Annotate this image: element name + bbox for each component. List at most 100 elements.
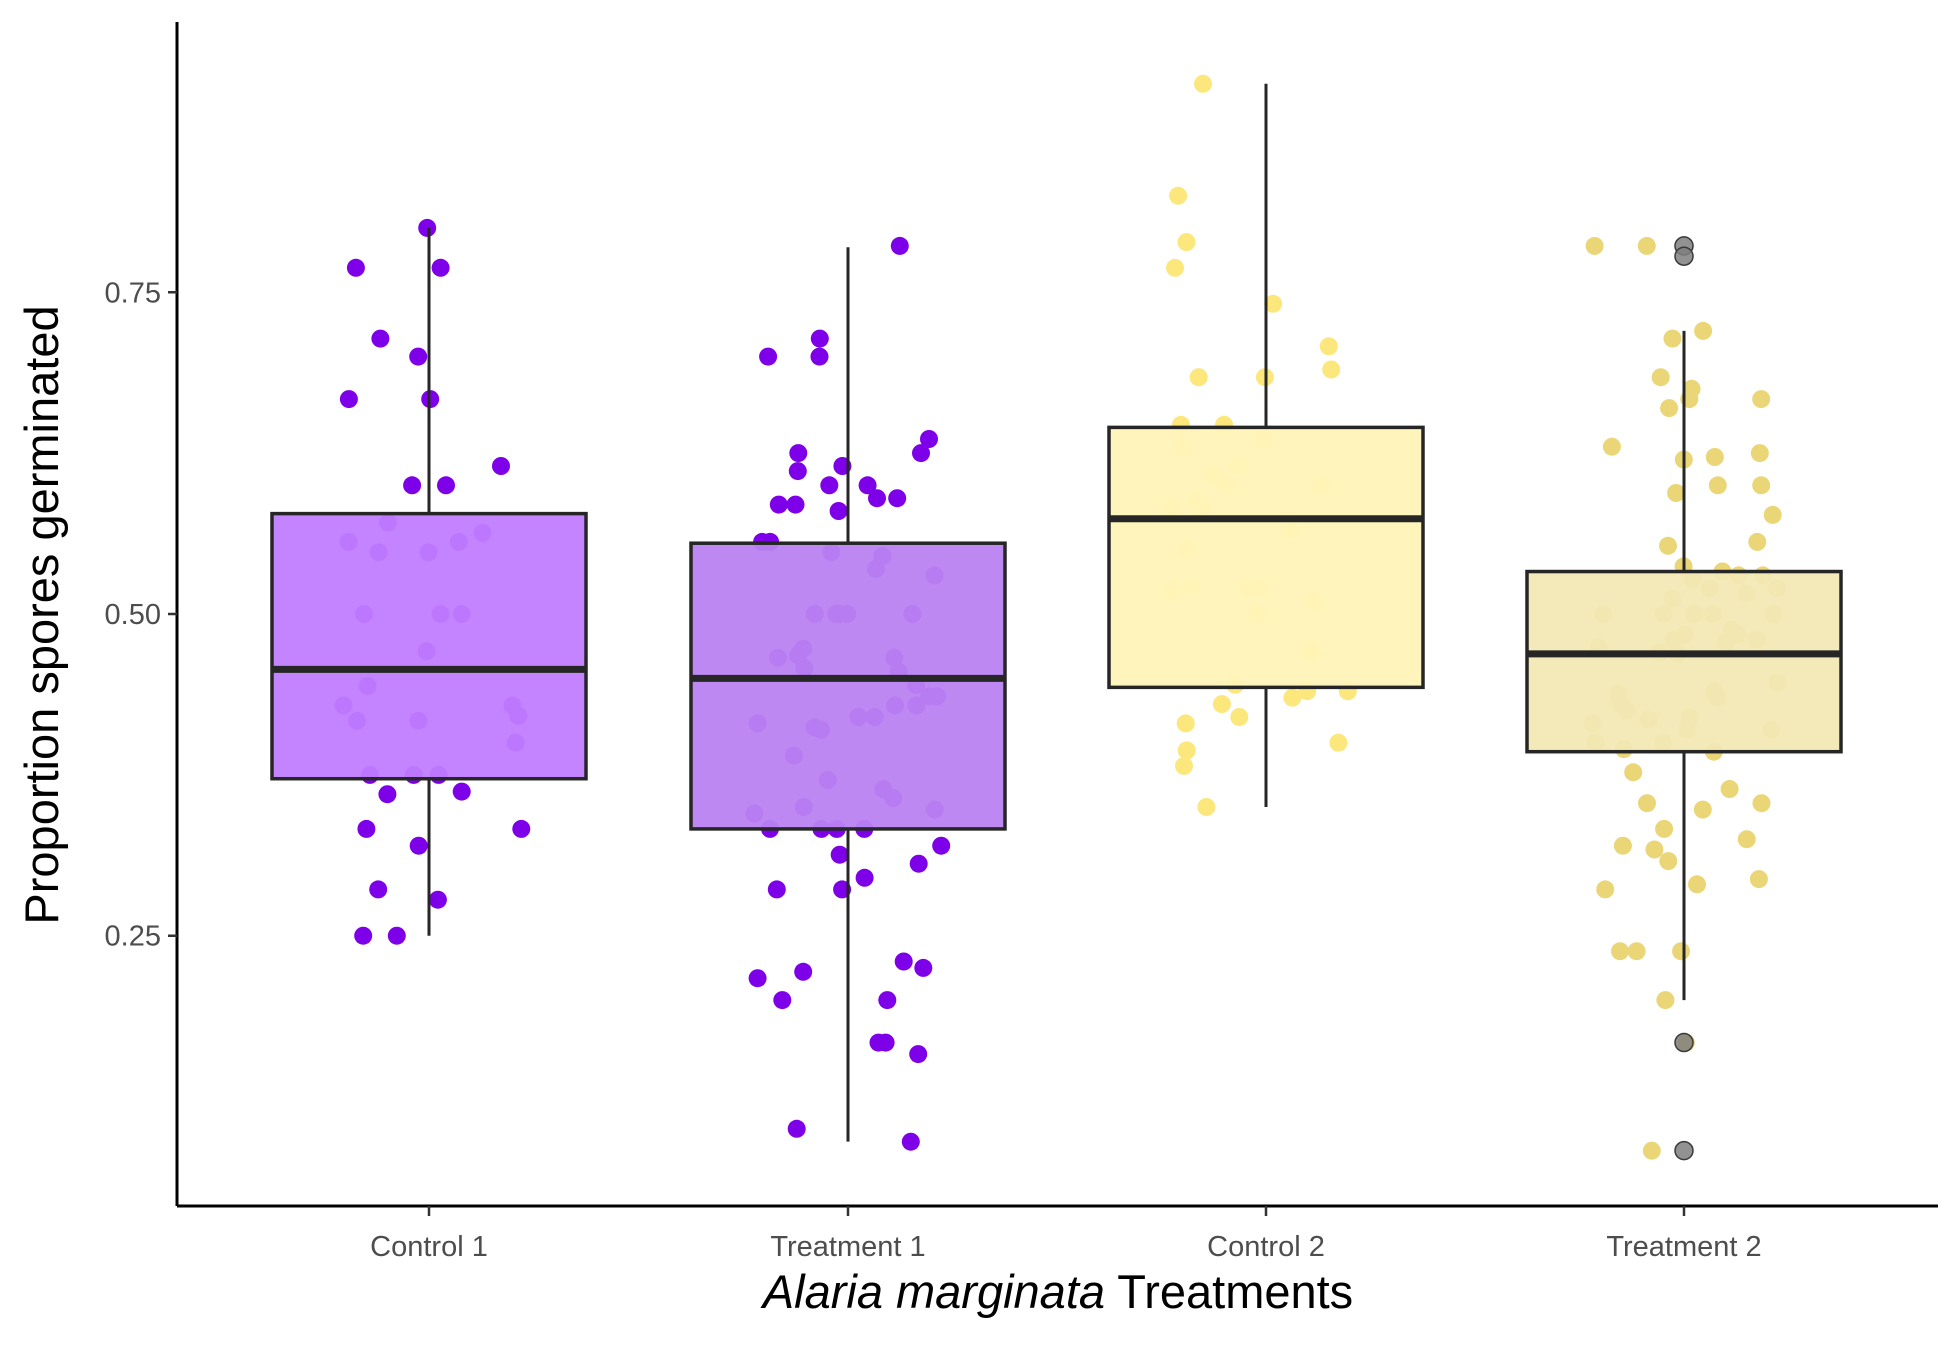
data-point-control-2-4	[1264, 294, 1283, 313]
data-point-treatment-2-65	[1645, 840, 1664, 859]
data-point-control-1-37	[387, 926, 406, 945]
data-point-treatment-2-2	[1694, 321, 1713, 340]
outliers-layer	[1674, 236, 1694, 1161]
data-point-treatment-2-13	[1752, 476, 1771, 495]
data-point-treatment-1-5	[789, 444, 808, 463]
data-point-control-2-38	[1177, 741, 1196, 760]
data-point-treatment-1-66	[773, 991, 792, 1010]
data-point-treatment-2-67	[1749, 870, 1768, 889]
y-tick-label-1: 0.50	[105, 599, 161, 631]
data-point-treatment-2-68	[1688, 875, 1706, 894]
data-point-control-1-38	[354, 926, 373, 945]
data-point-control-2-3	[1166, 258, 1184, 277]
data-point-control-1-8	[437, 476, 455, 495]
data-point-treatment-2-66	[1659, 852, 1678, 871]
data-point-treatment-1-67	[878, 991, 897, 1010]
data-point-control-2-7	[1189, 368, 1208, 387]
data-point-control-2-35	[1230, 708, 1249, 726]
data-point-control-1-35	[369, 880, 388, 899]
data-point-treatment-1-61	[767, 880, 786, 899]
data-point-treatment-1-10	[820, 476, 839, 495]
boxes-layer	[270, 83, 1843, 1142]
data-point-control-2-0	[1194, 74, 1212, 93]
data-point-treatment-1-56	[932, 836, 951, 855]
x-tick-label-3: Treatment 2	[1606, 1231, 1761, 1263]
data-point-control-2-5	[1319, 337, 1338, 356]
data-point-control-2-36	[1176, 714, 1195, 733]
data-point-treatment-1-2	[810, 347, 829, 366]
x-ticks-layer: Control 1 Treatment 1 Control 2 Treatment 2	[370, 1206, 1762, 1263]
data-point-treatment-2-62	[1655, 819, 1674, 838]
data-point-treatment-2-6	[1752, 390, 1771, 409]
data-point-treatment-1-62	[894, 952, 913, 971]
data-point-treatment-2-58	[1720, 780, 1739, 798]
data-point-treatment-2-59	[1638, 794, 1656, 813]
x-axis-title: Alaria marginata Treatments	[760, 1265, 1353, 1318]
data-point-treatment-2-69	[1596, 880, 1615, 899]
data-point-control-1-36	[428, 890, 447, 909]
x-tick-label-2: Control 2	[1207, 1231, 1325, 1263]
data-point-treatment-2-18	[1659, 536, 1677, 555]
data-point-control-1-7	[492, 457, 510, 475]
data-point-treatment-2-72	[1627, 942, 1646, 961]
data-point-treatment-1-72	[901, 1132, 920, 1151]
data-point-control-1-34	[409, 836, 428, 855]
x-axis-title-rest: Treatments	[1117, 1265, 1353, 1318]
data-point-control-2-33	[1283, 688, 1302, 707]
data-point-treatment-1-65	[748, 969, 767, 988]
data-point-treatment-1-15	[829, 502, 848, 520]
data-point-treatment-2-73	[1656, 991, 1675, 1010]
data-point-control-1-31	[378, 785, 397, 804]
x-axis-title-italic: Alaria marginata	[760, 1265, 1105, 1318]
data-point-control-1-33	[512, 819, 531, 838]
data-point-control-1-6	[339, 390, 358, 409]
data-point-control-1-3	[371, 329, 390, 348]
data-point-control-1-32	[357, 819, 376, 838]
data-point-control-2-40	[1197, 798, 1216, 816]
data-point-control-1-1	[431, 258, 450, 277]
data-point-treatment-1-0	[890, 236, 909, 255]
data-point-treatment-1-9	[858, 476, 877, 495]
data-point-treatment-2-14	[1708, 476, 1727, 495]
data-point-control-1-30	[452, 782, 471, 801]
data-point-control-1-2	[346, 258, 365, 277]
data-point-treatment-1-6	[912, 444, 930, 463]
data-point-control-1-9	[403, 476, 422, 495]
data-point-control-2-39	[1175, 756, 1193, 775]
data-point-treatment-2-70	[1611, 942, 1629, 961]
data-point-treatment-2-15	[1667, 484, 1686, 502]
data-point-treatment-2-17	[1748, 532, 1767, 551]
data-point-treatment-2-3	[1663, 329, 1682, 348]
data-point-treatment-2-1	[1585, 236, 1604, 255]
data-point-treatment-2-9	[1602, 437, 1621, 456]
data-point-treatment-2-4	[1651, 368, 1670, 387]
box-treatment-1	[689, 541, 1007, 831]
y-tick-label-0: 0.25	[105, 921, 161, 953]
box-control-2	[1107, 425, 1425, 690]
box-treatment-2	[1525, 569, 1843, 754]
data-point-treatment-1-4	[920, 430, 938, 448]
data-point-control-2-37	[1329, 733, 1348, 752]
data-point-treatment-1-11	[888, 489, 907, 508]
data-point-treatment-1-63	[914, 958, 933, 977]
data-point-treatment-2-71	[1672, 942, 1691, 961]
data-point-treatment-1-70	[909, 1045, 928, 1064]
data-point-treatment-1-13	[769, 495, 788, 514]
outlier-treatment-2-1	[1674, 246, 1694, 266]
data-point-treatment-1-64	[794, 962, 813, 981]
data-point-control-2-2	[1177, 233, 1196, 252]
y-axis-title: Proportion spores germinated	[15, 305, 68, 924]
y-tick-label-2: 0.75	[105, 277, 161, 309]
data-point-treatment-1-58	[909, 854, 928, 873]
data-point-control-2-34	[1212, 695, 1231, 714]
data-point-treatment-1-69	[869, 1033, 888, 1052]
data-point-treatment-1-12	[868, 489, 886, 508]
data-point-treatment-2-57	[1624, 763, 1643, 782]
outlier-treatment-2-3	[1674, 1140, 1694, 1161]
data-point-treatment-2-16	[1763, 505, 1782, 524]
x-tick-label-1: Treatment 1	[770, 1231, 925, 1263]
data-point-treatment-1-3	[759, 347, 778, 366]
y-ticks-layer: 0.25 0.50 0.75	[105, 277, 177, 953]
data-point-treatment-2-8	[1660, 399, 1679, 418]
